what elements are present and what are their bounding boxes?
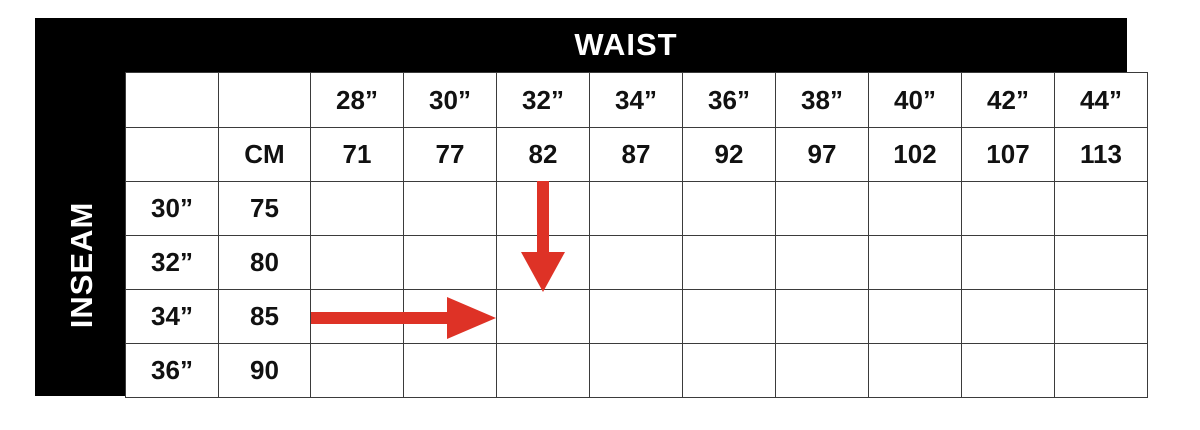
waist-cm-header-8: 113 <box>1054 127 1148 182</box>
waist-cm-header-4: 92 <box>682 127 776 182</box>
inseam-cm-label-0: 75 <box>218 181 311 236</box>
waist-cm-header-row: CM 71 77 82 87 92 97 102 107 113 <box>125 127 1148 182</box>
cell-r2-c1[interactable] <box>403 289 497 344</box>
waist-inch-header-2: 32” <box>496 72 590 128</box>
waist-inch-header-4: 36” <box>682 72 776 128</box>
cell-r3-c7[interactable] <box>961 343 1055 398</box>
cell-r1-c8[interactable] <box>1054 235 1148 290</box>
waist-cm-header-2: 82 <box>496 127 590 182</box>
size-table: 28” 30” 32” 34” 36” 38” 40” 42” 44” CM 7… <box>125 72 1148 398</box>
cell-r0-c3[interactable] <box>589 181 683 236</box>
cell-r0-c7[interactable] <box>961 181 1055 236</box>
waist-axis-title: WAIST <box>574 27 678 62</box>
table-row: 32” 80 <box>125 235 1148 290</box>
cell-r0-c1[interactable] <box>403 181 497 236</box>
cell-r0-c2[interactable] <box>496 181 590 236</box>
cell-r3-c4[interactable] <box>682 343 776 398</box>
cell-r2-c0[interactable] <box>310 289 404 344</box>
inseam-axis-title: INSEAM <box>64 201 99 329</box>
waist-cm-header-7: 107 <box>961 127 1055 182</box>
inseam-cm-label-2: 85 <box>218 289 311 344</box>
waist-cm-header-1: 77 <box>403 127 497 182</box>
cell-r2-c8[interactable] <box>1054 289 1148 344</box>
size-table-body: 28” 30” 32” 34” 36” 38” 40” 42” 44” CM 7… <box>125 72 1148 398</box>
waist-inches-header-row: 28” 30” 32” 34” 36” 38” 40” 42” 44” <box>125 72 1148 128</box>
waist-cm-header-3: 87 <box>589 127 683 182</box>
cell-r3-c6[interactable] <box>868 343 962 398</box>
inseam-inch-label-3: 36” <box>125 343 219 398</box>
cell-r1-c5[interactable] <box>775 235 869 290</box>
cell-r2-c7[interactable] <box>961 289 1055 344</box>
inseam-cm-label-3: 90 <box>218 343 311 398</box>
cell-r2-c5[interactable] <box>775 289 869 344</box>
waist-cm-header-6: 102 <box>868 127 962 182</box>
waist-inch-header-8: 44” <box>1054 72 1148 128</box>
inseam-inch-label-1: 32” <box>125 235 219 290</box>
cell-r3-c0[interactable] <box>310 343 404 398</box>
inseam-cm-label-1: 80 <box>218 235 311 290</box>
cell-r2-c6[interactable] <box>868 289 962 344</box>
waist-inch-header-5: 38” <box>775 72 869 128</box>
inseam-inch-label-2: 34” <box>125 289 219 344</box>
inseam-inch-label-0: 30” <box>125 181 219 236</box>
cell-r2-c2[interactable] <box>496 289 590 344</box>
size-table-wrapper: 28” 30” 32” 34” 36” 38” 40” 42” 44” CM 7… <box>125 72 1148 398</box>
cell-r3-c1[interactable] <box>403 343 497 398</box>
cell-r3-c5[interactable] <box>775 343 869 398</box>
unit-label-cm: CM <box>218 127 311 182</box>
table-row: 34” 85 <box>125 289 1148 344</box>
waist-header-bar <box>35 18 1127 72</box>
corner-blank-inches <box>125 72 219 128</box>
waist-inch-header-3: 34” <box>589 72 683 128</box>
cell-r0-c8[interactable] <box>1054 181 1148 236</box>
waist-cm-header-5: 97 <box>775 127 869 182</box>
corner-blank-cm <box>125 127 219 182</box>
inseam-header-bar <box>35 18 125 396</box>
cell-r1-c2[interactable] <box>496 235 590 290</box>
cell-r1-c4[interactable] <box>682 235 776 290</box>
cell-r3-c8[interactable] <box>1054 343 1148 398</box>
cell-r1-c1[interactable] <box>403 235 497 290</box>
table-row: 30” 75 <box>125 181 1148 236</box>
cell-r1-c3[interactable] <box>589 235 683 290</box>
cell-r1-c0[interactable] <box>310 235 404 290</box>
cell-r1-c7[interactable] <box>961 235 1055 290</box>
cell-r2-c4[interactable] <box>682 289 776 344</box>
waist-inch-header-7: 42” <box>961 72 1055 128</box>
waist-inch-header-1: 30” <box>403 72 497 128</box>
corner-blank-unit <box>218 72 311 128</box>
cell-r3-c2[interactable] <box>496 343 590 398</box>
cell-r0-c4[interactable] <box>682 181 776 236</box>
cell-r0-c5[interactable] <box>775 181 869 236</box>
waist-cm-header-0: 71 <box>310 127 404 182</box>
cell-r1-c6[interactable] <box>868 235 962 290</box>
cell-r3-c3[interactable] <box>589 343 683 398</box>
waist-inch-header-0: 28” <box>310 72 404 128</box>
waist-inch-header-6: 40” <box>868 72 962 128</box>
cell-r0-c6[interactable] <box>868 181 962 236</box>
cell-r2-c3[interactable] <box>589 289 683 344</box>
cell-r0-c0[interactable] <box>310 181 404 236</box>
table-row: 36” 90 <box>125 343 1148 398</box>
